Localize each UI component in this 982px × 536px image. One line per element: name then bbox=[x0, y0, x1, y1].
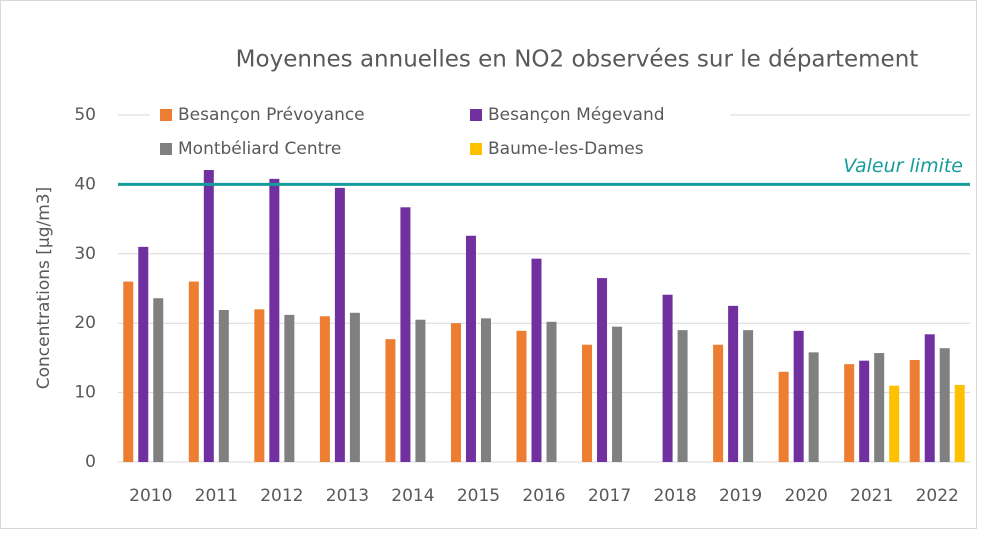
bar bbox=[793, 330, 804, 462]
legend-label: Besançon Prévoyance bbox=[178, 105, 365, 125]
x-tick-label: 2020 bbox=[785, 486, 828, 506]
bar bbox=[284, 314, 295, 462]
bar bbox=[349, 312, 360, 462]
legend-swatch bbox=[470, 109, 482, 121]
bar bbox=[123, 281, 134, 462]
bar bbox=[516, 330, 527, 462]
bar bbox=[844, 364, 855, 462]
bar bbox=[203, 164, 214, 462]
bar bbox=[939, 348, 950, 462]
bar bbox=[713, 344, 724, 462]
bar bbox=[874, 353, 885, 462]
y-axis-label: Concentrations [µg/m3] bbox=[34, 187, 54, 390]
x-tick-label: 2019 bbox=[719, 486, 762, 506]
bar bbox=[743, 330, 754, 462]
x-tick-label: 2014 bbox=[391, 486, 434, 506]
legend-swatch bbox=[160, 109, 172, 121]
legend-box bbox=[150, 100, 730, 170]
legend-label: Besançon Mégevand bbox=[488, 105, 665, 125]
bar bbox=[465, 235, 476, 462]
bar bbox=[480, 318, 491, 462]
bar bbox=[319, 316, 330, 462]
y-tick-label: 40 bbox=[74, 174, 96, 194]
legend-swatch bbox=[160, 143, 172, 155]
limit-label: Valeur limite bbox=[843, 155, 963, 177]
bar bbox=[924, 334, 935, 462]
legend-swatch bbox=[470, 143, 482, 155]
x-tick-label: 2017 bbox=[588, 486, 631, 506]
x-tick-label: 2022 bbox=[916, 486, 959, 506]
bar bbox=[531, 258, 542, 462]
bar bbox=[808, 352, 819, 462]
bar bbox=[859, 360, 870, 462]
legend-label: Baume-les-Dames bbox=[488, 139, 644, 159]
x-tick-label: 2016 bbox=[522, 486, 565, 506]
y-tick-label: 20 bbox=[74, 313, 96, 333]
bar bbox=[728, 305, 739, 462]
bar bbox=[153, 298, 164, 462]
bar bbox=[662, 294, 673, 462]
bar bbox=[677, 330, 688, 462]
bar bbox=[400, 207, 411, 462]
x-tick-label: 2010 bbox=[129, 486, 172, 506]
bar bbox=[889, 385, 900, 462]
bar bbox=[909, 359, 920, 462]
bar bbox=[188, 281, 199, 462]
bar bbox=[138, 246, 149, 462]
bar bbox=[582, 344, 593, 462]
y-tick-label: 0 bbox=[85, 452, 96, 472]
bar bbox=[612, 326, 623, 462]
legend-label: Montbéliard Centre bbox=[178, 139, 341, 159]
chart-title: Moyennes annuelles en NO2 observées sur … bbox=[236, 47, 919, 73]
x-tick-label: 2013 bbox=[326, 486, 369, 506]
x-tick-label: 2012 bbox=[260, 486, 303, 506]
bar bbox=[385, 339, 396, 462]
bar bbox=[269, 178, 280, 462]
x-tick-label: 2021 bbox=[850, 486, 893, 506]
bar bbox=[597, 278, 608, 462]
bar bbox=[254, 309, 265, 462]
x-tick-label: 2018 bbox=[653, 486, 696, 506]
bar bbox=[954, 384, 965, 462]
x-tick-label: 2015 bbox=[457, 486, 500, 506]
y-tick-label: 10 bbox=[74, 383, 96, 403]
bar bbox=[334, 187, 345, 462]
bar bbox=[546, 321, 557, 462]
bar bbox=[415, 319, 426, 462]
bar bbox=[218, 310, 229, 462]
y-tick-label: 50 bbox=[74, 105, 96, 125]
y-tick-label: 30 bbox=[74, 244, 96, 264]
x-tick-label: 2011 bbox=[195, 486, 238, 506]
bar bbox=[450, 323, 461, 462]
bar bbox=[778, 371, 789, 462]
